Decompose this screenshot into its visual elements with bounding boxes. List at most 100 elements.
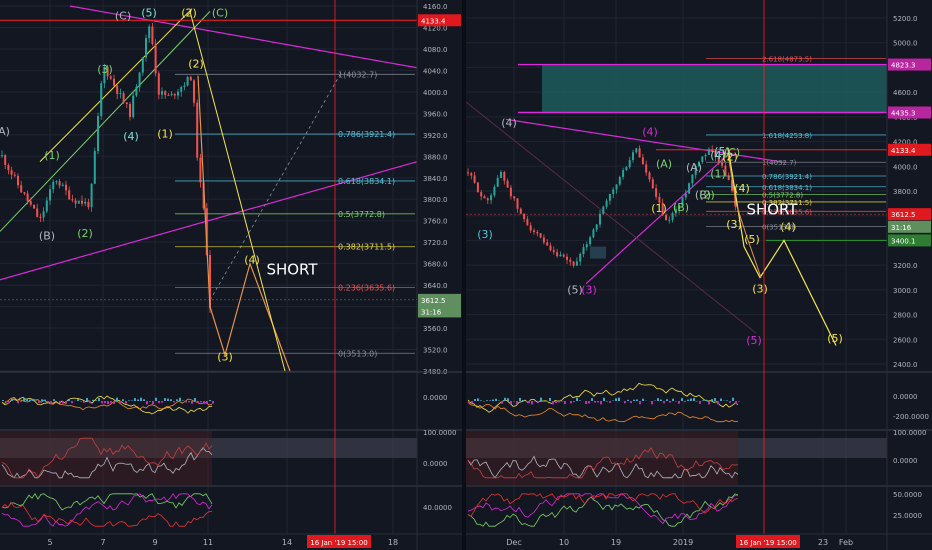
macd-histogram-bar <box>119 401 121 403</box>
indicator-line <box>467 493 739 517</box>
wave-label: (4) <box>642 125 658 138</box>
trendline-resistance <box>505 118 787 164</box>
macd-histogram-bar <box>104 401 106 404</box>
wave-label: (3) <box>97 63 113 76</box>
macd-histogram-bar <box>101 401 103 404</box>
right-chart-svg[interactable]: 5200.05000.04800.04600.04400.04200.04000… <box>466 0 932 550</box>
wave-label: (3) <box>217 350 233 363</box>
candle-body <box>135 86 138 96</box>
macd-histogram-bar <box>173 401 175 403</box>
wave-label: (4) <box>501 117 517 130</box>
indicator-tick-label: 50.0000 <box>893 491 922 499</box>
macd-histogram-bar <box>194 397 196 401</box>
wave-label: (B) <box>673 201 689 214</box>
candle-body <box>129 104 131 118</box>
macd-histogram-bar <box>675 401 677 402</box>
macd-histogram-bar <box>564 401 566 405</box>
candle-body <box>727 175 730 181</box>
fib-level-label: 0.5(3772.8) <box>762 191 803 199</box>
macd-histogram-bar <box>633 399 635 401</box>
macd-histogram-bar <box>146 401 148 405</box>
macd-histogram-bar <box>576 397 578 401</box>
price-tick-label: 4080.0 <box>423 46 448 54</box>
time-tick-label: 14 <box>282 538 292 547</box>
macd-histogram-bar <box>20 401 22 402</box>
candle-body <box>55 181 58 183</box>
macd-histogram-bar <box>606 401 608 402</box>
candle-body <box>546 242 549 246</box>
candle-body <box>84 201 87 204</box>
price-tick-label: 4200.0 <box>893 139 918 147</box>
wave-label: (A) <box>656 158 672 171</box>
price-tick-label: 2400.0 <box>893 361 918 369</box>
candle-body <box>81 200 83 204</box>
macd-histogram-bar <box>80 401 82 402</box>
wave-label: (C) <box>115 9 131 22</box>
candle-body <box>622 170 625 177</box>
price-tick-label: 5000.0 <box>893 40 918 48</box>
macd-histogram-bar <box>702 400 704 401</box>
candle-body <box>523 213 526 220</box>
macd-histogram-bar <box>125 401 127 404</box>
macd-histogram-bar <box>2 399 4 401</box>
candle-body <box>539 233 542 238</box>
candle-body <box>602 206 605 214</box>
price-flag <box>418 14 461 27</box>
macd-histogram-bar <box>534 401 536 402</box>
macd-histogram-bar <box>92 399 94 401</box>
right-chart-panel[interactable]: 5200.05000.04800.04600.04400.04200.04000… <box>466 0 932 550</box>
candle-body <box>199 157 202 183</box>
fib-level-label: 0.618(3834.1) <box>762 184 812 192</box>
macd-histogram-bar <box>525 401 527 402</box>
macd-histogram-bar <box>209 399 211 401</box>
candle-body <box>26 193 29 202</box>
candle-body <box>552 250 555 253</box>
candle-body <box>209 254 211 309</box>
candle-body <box>542 237 545 243</box>
time-tick-label: 10 <box>559 538 569 547</box>
wave-label: (5) <box>141 7 157 20</box>
candle-body <box>731 180 733 191</box>
wave-label: (2) <box>722 151 738 164</box>
left-chart-svg[interactable]: 4160.0 4120.0 4080.0 4040.0 4000.0 3960.0 3920… <box>0 0 462 550</box>
price-flag-label: 3400.1 <box>891 237 916 245</box>
candle-body <box>109 76 112 79</box>
panel-divider[interactable] <box>462 0 466 550</box>
macd-histogram-bar <box>158 401 160 404</box>
wave-label: (C) <box>212 7 228 20</box>
macd-histogram-bar <box>528 401 530 404</box>
macd-histogram-bar <box>735 401 737 405</box>
price-flag <box>418 305 461 318</box>
macd-histogram-bar <box>615 398 617 401</box>
candle-body <box>707 149 710 155</box>
time-tick-label: 18 <box>388 538 398 547</box>
macd-histogram-bar <box>5 401 7 403</box>
candle-body <box>189 76 192 81</box>
candle-body <box>688 183 691 194</box>
price-flag <box>888 208 931 221</box>
macd-histogram-bar <box>29 399 31 401</box>
macd-histogram-bar <box>714 398 716 401</box>
left-chart-panel[interactable]: 4160.0 4120.0 4080.0 4040.0 4000.0 3960.0 3920… <box>0 0 462 550</box>
candle-body <box>180 87 183 92</box>
candle-body <box>572 261 575 266</box>
price-tick-label: 3640.0 <box>423 282 448 290</box>
candle-body <box>638 148 641 158</box>
candle-body <box>164 91 167 95</box>
candle-body <box>61 184 64 186</box>
candle-body <box>632 152 634 161</box>
candle-body <box>589 237 592 245</box>
candle-body <box>595 224 598 230</box>
price-tick-label: 3560.0 <box>423 325 448 333</box>
candle-body <box>125 102 128 105</box>
time-tick-label: Feb <box>839 538 853 547</box>
macd-histogram-bar <box>59 401 61 403</box>
price-tick-label: 3880.0 <box>423 153 448 161</box>
candle-body <box>58 181 61 186</box>
price-flag <box>888 143 931 156</box>
candle-body <box>724 165 727 176</box>
indicator-tick-label: -200.0000 <box>893 413 929 421</box>
macd-histogram-bar <box>200 401 202 403</box>
candle-body <box>661 202 664 215</box>
